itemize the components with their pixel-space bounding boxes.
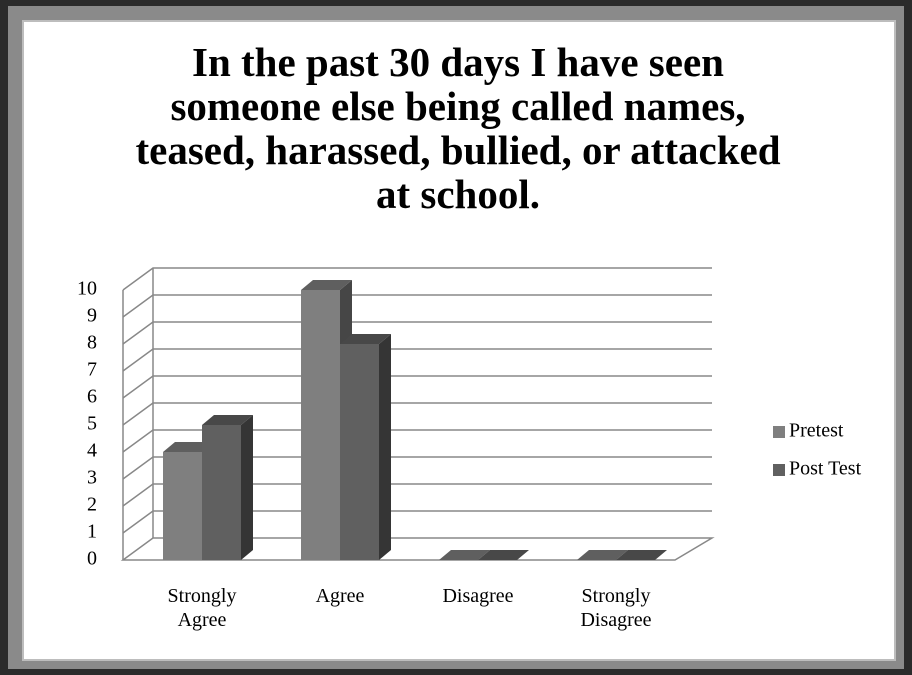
- y-tick-label: 8: [87, 332, 97, 354]
- chart-title: In the past 30 days I have seen someone …: [135, 39, 781, 217]
- bar-front: [202, 425, 241, 560]
- grid-line: [122, 510, 712, 534]
- grid-line: [122, 321, 712, 345]
- bar-top: [478, 550, 529, 560]
- legend-swatch: [773, 426, 785, 438]
- bar-top: [577, 550, 628, 560]
- grid-line: [122, 456, 712, 480]
- x-tick-label: Strongly Disagree: [580, 585, 652, 631]
- y-tick-label: 9: [87, 305, 97, 327]
- bar-top: [439, 550, 490, 560]
- legend-swatch: [773, 464, 785, 476]
- x-tick-label: Disagree: [442, 585, 514, 607]
- grid-line: [122, 483, 712, 507]
- bar-side: [379, 334, 391, 560]
- bar-top: [340, 334, 391, 344]
- grid-line: [122, 294, 712, 318]
- y-tick-label: 3: [87, 467, 97, 489]
- x-tick-label: Agree: [315, 585, 365, 607]
- grid-line: [122, 348, 712, 372]
- y-tick-label: 10: [77, 278, 97, 300]
- grid-line: [122, 429, 712, 453]
- bar-top: [616, 550, 667, 560]
- bar-side: [241, 415, 253, 560]
- y-tick-label: 0: [87, 548, 97, 570]
- grid-line: [122, 267, 712, 291]
- bar-top: [163, 442, 214, 452]
- bar-top: [301, 280, 352, 290]
- grid-line: [122, 402, 712, 426]
- bar-front: [340, 344, 379, 560]
- legend-label: Post Test: [789, 458, 862, 480]
- y-tick-label: 5: [87, 413, 97, 435]
- bar-top: [202, 415, 253, 425]
- y-tick-label: 1: [87, 521, 97, 543]
- bar-front: [163, 452, 202, 560]
- y-tick-label: 4: [87, 440, 97, 462]
- y-tick-label: 6: [87, 386, 97, 408]
- y-tick-label: 2: [87, 494, 97, 516]
- grid-line: [122, 375, 712, 399]
- x-tick-label: Strongly Agree: [167, 585, 237, 631]
- bar-front: [301, 290, 340, 560]
- y-tick-label: 7: [87, 359, 97, 381]
- legend-label: Pretest: [789, 420, 844, 442]
